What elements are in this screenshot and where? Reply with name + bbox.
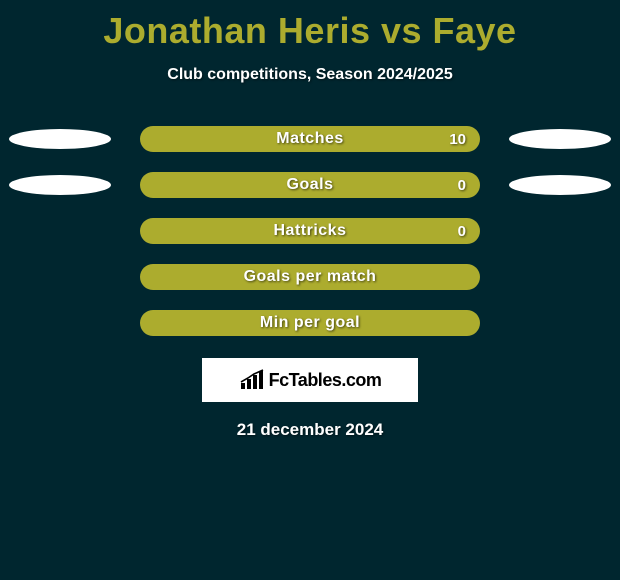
stat-label: Hattricks	[274, 222, 347, 240]
brand-text: FcTables.com	[269, 370, 382, 391]
stat-label: Min per goal	[260, 314, 360, 332]
footer-date: 21 december 2024	[0, 420, 620, 440]
stat-bar-min-per-goal: Min per goal	[140, 310, 480, 336]
stat-bar-matches: Matches 10	[140, 126, 480, 152]
stat-label: Goals	[287, 176, 334, 194]
left-ellipse	[9, 175, 111, 195]
stat-bar-goals-per-match: Goals per match	[140, 264, 480, 290]
stat-value: 0	[458, 177, 466, 194]
page-title: Jonathan Heris vs Faye	[0, 0, 620, 52]
stat-row: Goals 0	[0, 172, 620, 198]
left-ellipse	[9, 129, 111, 149]
stat-label: Goals per match	[244, 268, 377, 286]
right-ellipse	[509, 129, 611, 149]
stat-value: 10	[449, 131, 466, 148]
stat-row: Min per goal	[0, 310, 620, 336]
page-subtitle: Club competitions, Season 2024/2025	[0, 66, 620, 84]
stat-value: 0	[458, 223, 466, 240]
stat-row: Matches 10	[0, 126, 620, 152]
right-ellipse	[509, 175, 611, 195]
stat-row: Hattricks 0	[0, 218, 620, 244]
brand-box: FcTables.com	[202, 358, 418, 402]
stat-rows: Matches 10 Goals 0 Hattricks 0 Goals per…	[0, 126, 620, 336]
brand-chart-icon	[239, 369, 265, 391]
stat-bar-hattricks: Hattricks 0	[140, 218, 480, 244]
stat-bar-goals: Goals 0	[140, 172, 480, 198]
stat-label: Matches	[276, 130, 344, 148]
stat-row: Goals per match	[0, 264, 620, 290]
